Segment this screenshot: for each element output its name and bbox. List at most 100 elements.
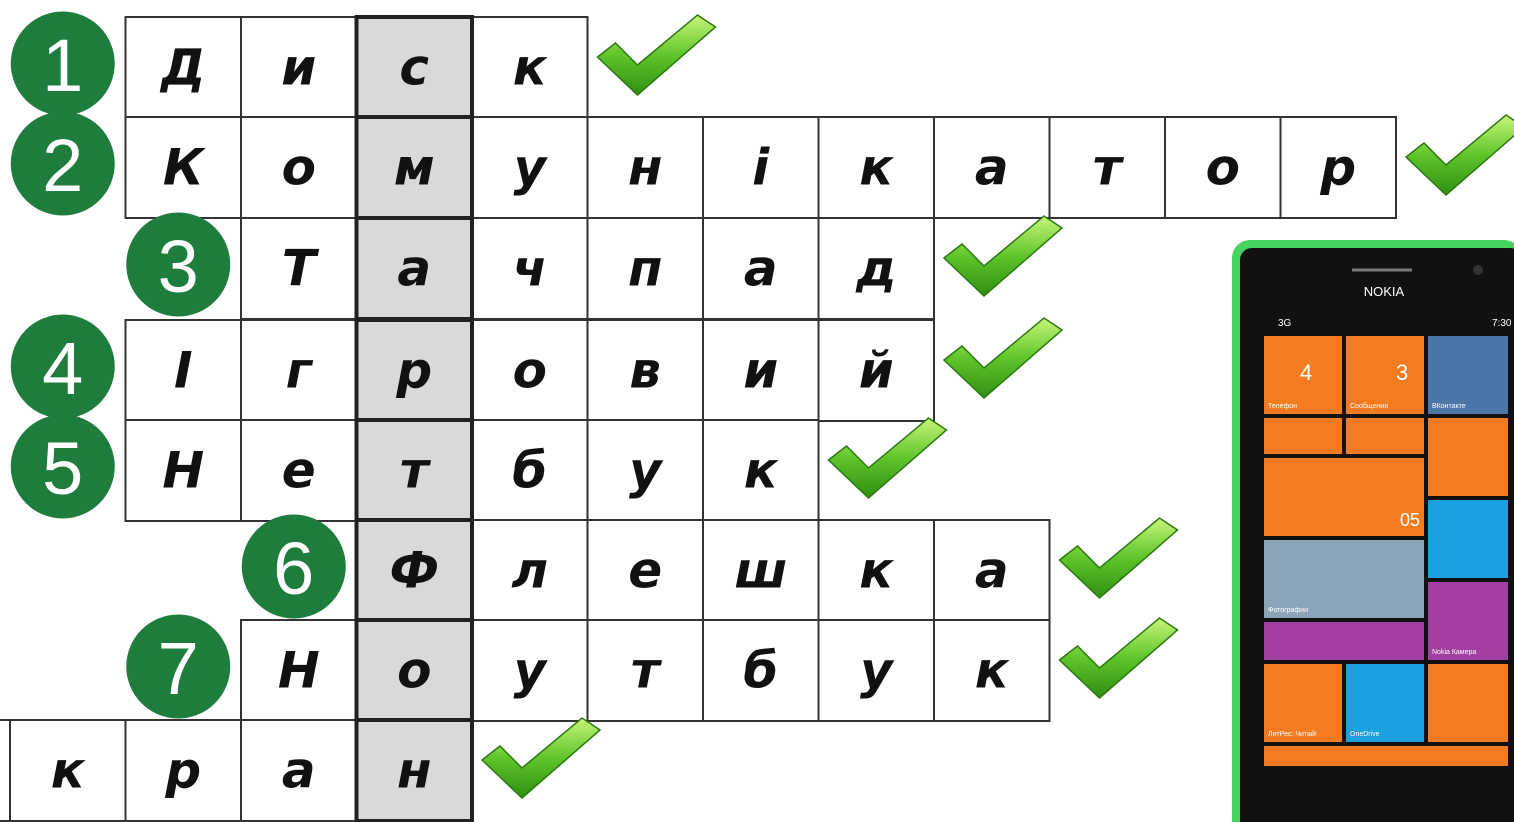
letter: ш — [734, 542, 787, 600]
letter: п — [628, 240, 663, 298]
cell — [586, 319, 704, 422]
letter: к — [513, 39, 548, 97]
letter: м — [394, 139, 435, 197]
key-cell — [354, 718, 474, 822]
key-cell — [354, 318, 474, 423]
letter: а — [397, 240, 431, 298]
letter: а — [975, 139, 1009, 197]
phone-brand: NOKIA — [1364, 284, 1405, 299]
letter: у — [860, 642, 895, 700]
cell — [240, 419, 358, 522]
checkmark — [942, 215, 1064, 298]
key-cell — [354, 115, 474, 220]
letter: к — [51, 742, 86, 800]
cell — [817, 519, 935, 622]
cell — [586, 217, 704, 320]
letter: Ф — [389, 542, 439, 600]
number-badge — [10, 11, 115, 116]
number-badge — [126, 614, 231, 719]
letter: в — [629, 342, 661, 400]
tile-label: Сообщения — [1350, 402, 1388, 410]
cell — [817, 319, 935, 422]
letter: к — [744, 442, 779, 500]
letter: д — [855, 240, 896, 298]
key-cell — [354, 418, 474, 523]
letter: б — [743, 642, 778, 700]
letter: и — [743, 342, 778, 400]
letter: Н — [278, 642, 320, 700]
tile-label: Фотографии — [1268, 607, 1308, 614]
cell — [702, 519, 820, 622]
letter: г — [286, 342, 314, 400]
cell — [702, 116, 820, 219]
letter: к — [975, 642, 1010, 700]
tile-count: 4 — [1300, 360, 1312, 385]
letter: т — [1093, 139, 1125, 197]
tile-label: OneDrive — [1350, 731, 1380, 738]
letter: о — [397, 642, 431, 700]
letter: к — [859, 139, 894, 197]
letter: а — [975, 542, 1009, 600]
cell — [817, 619, 935, 722]
tile-label: ВКонтакте — [1432, 403, 1466, 410]
cell — [0, 719, 11, 822]
checkmark — [1404, 114, 1514, 197]
phone-network: 3G — [1278, 318, 1292, 329]
letter: І — [174, 342, 193, 400]
cell — [933, 116, 1051, 219]
letter: у — [629, 442, 664, 500]
row-number: 1 — [42, 24, 83, 107]
number-badge — [241, 514, 346, 619]
letter: л — [511, 542, 548, 600]
letter: а — [282, 742, 316, 800]
letter: н — [628, 139, 663, 197]
cell — [702, 419, 820, 522]
letter: н — [397, 742, 432, 800]
cell — [586, 116, 704, 219]
cell — [1164, 116, 1282, 219]
checkmark — [827, 417, 948, 500]
letter: е — [282, 442, 316, 500]
row-number: 3 — [158, 225, 199, 308]
letter: р — [395, 342, 432, 400]
cell — [1279, 116, 1397, 219]
cell — [9, 719, 127, 822]
row-number: 4 — [42, 327, 83, 410]
row-number: 7 — [158, 627, 199, 710]
letter: у — [513, 642, 548, 700]
cell — [586, 619, 704, 722]
letter: і — [752, 139, 770, 197]
letter: Т — [282, 240, 320, 298]
letter: у — [513, 139, 548, 197]
key-cell — [354, 518, 474, 623]
cell — [240, 319, 358, 422]
cell — [933, 519, 1051, 622]
letter: о — [513, 342, 547, 400]
row-number: 5 — [42, 427, 83, 510]
number-badge — [126, 212, 231, 317]
cell — [471, 217, 589, 320]
row-number: 6 — [273, 527, 314, 610]
cell — [240, 16, 358, 119]
letter: Д — [159, 39, 206, 97]
checkmark — [596, 14, 717, 97]
phone-image: NOKIA 3G 7:30 4 Телефон 3 Сообщения ВКон… — [1232, 240, 1514, 822]
cell — [240, 719, 358, 822]
checkmark — [942, 317, 1064, 400]
letter: о — [282, 139, 316, 197]
letter: К — [163, 139, 206, 197]
number-badge — [10, 414, 115, 519]
checkmark — [480, 717, 602, 800]
letter: к — [859, 542, 894, 600]
letter: е — [628, 542, 662, 600]
cell — [240, 619, 358, 722]
cell — [933, 619, 1051, 722]
cell — [702, 619, 820, 722]
cell — [124, 419, 242, 522]
cell — [1048, 116, 1166, 219]
letter: Н — [162, 442, 204, 500]
letter: с — [399, 39, 429, 97]
letter: р — [1319, 139, 1356, 197]
